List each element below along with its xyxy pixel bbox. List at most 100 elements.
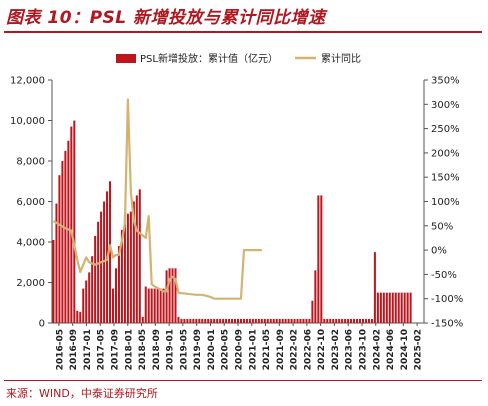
bar — [311, 300, 314, 323]
bar — [406, 292, 409, 324]
x-tick-label: 2016-05 — [55, 329, 65, 370]
bar — [361, 318, 364, 323]
bar — [314, 270, 317, 323]
x-tick-label: 2020-01 — [207, 329, 217, 370]
bar — [308, 318, 311, 323]
right-tick-label: 0% — [431, 246, 447, 257]
bar — [296, 318, 299, 323]
bar — [344, 318, 347, 323]
bar — [305, 318, 308, 323]
bar — [231, 318, 234, 323]
bar — [394, 292, 397, 324]
bar — [61, 161, 64, 323]
bar — [403, 292, 406, 324]
bar — [198, 318, 201, 323]
bar — [117, 246, 120, 323]
bar — [210, 318, 213, 323]
bar — [266, 318, 269, 323]
bar — [317, 195, 320, 323]
title-divider — [4, 31, 482, 33]
bar — [391, 292, 394, 324]
bar — [222, 318, 225, 323]
x-tick-label: 2018-05 — [138, 329, 148, 370]
bar — [141, 316, 144, 323]
bar — [350, 318, 353, 323]
bar — [385, 292, 388, 324]
bar — [97, 221, 100, 323]
bar — [156, 288, 159, 323]
right-tick-label: 200% — [431, 148, 460, 159]
bar — [347, 318, 350, 323]
bar — [382, 292, 385, 324]
bar — [147, 288, 150, 323]
bar — [168, 268, 171, 323]
bar — [100, 211, 103, 324]
bar — [144, 286, 147, 323]
bar — [129, 211, 132, 324]
bar — [364, 318, 367, 323]
bar — [323, 318, 326, 323]
bar — [132, 201, 135, 323]
bar — [123, 215, 126, 323]
bar — [73, 120, 76, 323]
bar — [138, 189, 141, 323]
right-tick-label: 350% — [431, 76, 460, 87]
bar — [189, 318, 192, 323]
bar — [302, 318, 305, 323]
x-tick-label: 2016-09 — [69, 329, 79, 370]
bar — [204, 318, 207, 323]
bar — [186, 318, 189, 323]
bar — [269, 318, 272, 323]
bar — [94, 235, 97, 323]
left-tick-label: 2,000 — [16, 278, 45, 289]
x-tick-label: 2021-05 — [262, 329, 272, 370]
left-tick-label: 10,000 — [10, 116, 45, 127]
bar — [162, 288, 165, 323]
chart-title: 图表 10：PSL 新增投放与累计同比增速 — [6, 8, 326, 28]
left-tick-label: 12,000 — [10, 76, 45, 87]
x-tick-label: 2017-09 — [111, 329, 121, 370]
bar — [257, 318, 260, 323]
bar — [299, 318, 302, 323]
bar — [85, 280, 88, 323]
bar-series — [52, 120, 412, 324]
bar — [88, 272, 91, 324]
bar — [338, 318, 341, 323]
bar — [64, 150, 67, 324]
x-tick-label: 2025-02 — [414, 329, 424, 370]
legend-bar-label: PSL新增投放：累计值（亿元） — [140, 52, 278, 65]
bar — [275, 318, 278, 323]
bar — [379, 292, 382, 324]
bar — [260, 318, 263, 323]
bar — [55, 203, 58, 323]
x-tick-label: 2024-06 — [386, 329, 396, 370]
legend-bar-swatch — [116, 54, 136, 63]
x-tick-label: 2018-01 — [124, 329, 134, 370]
x-tick-label: 2023-10 — [359, 329, 369, 370]
bar — [234, 318, 237, 323]
bar — [58, 175, 61, 323]
bar — [82, 288, 85, 323]
bar — [248, 318, 251, 323]
x-tick-label: 2022-10 — [317, 329, 327, 370]
bar — [290, 318, 293, 323]
bar — [103, 201, 106, 323]
bar — [120, 229, 123, 323]
x-tick-label: 2017-05 — [97, 329, 107, 370]
bar — [254, 318, 257, 323]
bar — [397, 292, 400, 324]
bar — [356, 318, 359, 323]
bar — [150, 288, 153, 323]
bar — [326, 318, 329, 323]
bar — [177, 316, 180, 323]
bar — [242, 318, 245, 323]
x-tick-label: 2022-02 — [290, 329, 300, 370]
bar — [281, 318, 284, 323]
left-tick-label: 6,000 — [16, 197, 45, 208]
x-tick-label: 2019-09 — [193, 329, 203, 370]
psl-chart: PSL新增投放：累计值（亿元） 累计同比 0 2,000 4,000 6,000 8,0… — [10, 52, 463, 370]
x-tick-label: 2023-06 — [345, 329, 355, 370]
bar — [180, 318, 183, 323]
bar — [201, 318, 204, 323]
bar — [359, 318, 362, 323]
